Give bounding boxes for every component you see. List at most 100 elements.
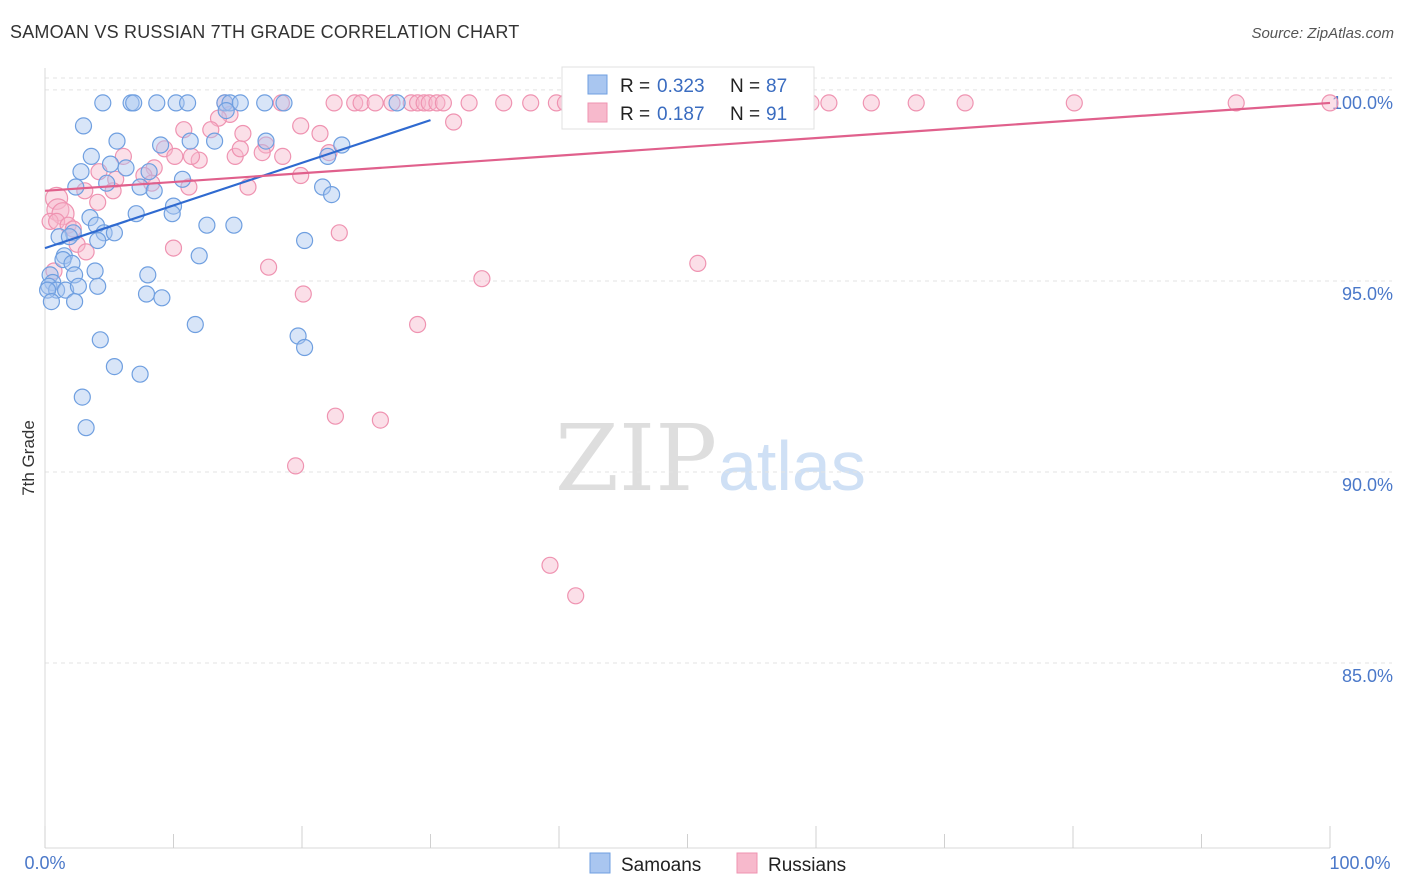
samoans-point-59 bbox=[69, 277, 88, 295]
russians-point-14 bbox=[495, 94, 513, 112]
samoans-point-48 bbox=[190, 247, 208, 265]
samoans-point-64 bbox=[137, 285, 156, 303]
samoans-point-32 bbox=[323, 186, 341, 204]
watermark-zip: ZIP bbox=[555, 405, 717, 512]
russians-point-41 bbox=[311, 124, 329, 143]
samoans-point-62 bbox=[42, 293, 61, 311]
watermark-atlas: atlas bbox=[718, 427, 866, 505]
russians-point-28 bbox=[862, 94, 880, 112]
russians-point-76 bbox=[260, 258, 278, 276]
samoans-point-50 bbox=[54, 251, 72, 269]
source-label: Source: ZipAtlas.com bbox=[1251, 25, 1394, 42]
samoans-point-72 bbox=[73, 388, 91, 406]
samoans-point-73 bbox=[77, 419, 95, 437]
russians-point-84 bbox=[541, 556, 559, 574]
russians-points bbox=[41, 94, 1339, 605]
samoans-point-24 bbox=[101, 155, 120, 173]
russians-point-82 bbox=[371, 411, 389, 429]
russians-trend-line bbox=[44, 101, 1331, 192]
legend-swatch-samoans bbox=[587, 74, 608, 95]
russians-point-78 bbox=[473, 270, 491, 288]
russians-point-36 bbox=[445, 113, 463, 131]
samoans-point-16 bbox=[181, 132, 199, 150]
samoans-point-37 bbox=[198, 216, 216, 234]
russians-point-13 bbox=[460, 94, 478, 112]
x-ticks bbox=[44, 826, 1331, 848]
samoans-point-18 bbox=[257, 132, 275, 150]
bottom-legend-swatch-samoans bbox=[589, 852, 611, 874]
samoans-trend-line bbox=[44, 119, 431, 250]
y-axis-title: 7th Grade bbox=[19, 420, 38, 496]
samoans-point-5 bbox=[179, 94, 197, 112]
y-tick-label-90: 90.0% bbox=[1342, 475, 1393, 495]
samoans-point-70 bbox=[105, 358, 124, 376]
top-legend: R = 0.323 N = 87 R = 0.187 N = 91 bbox=[561, 66, 815, 130]
russians-point-12 bbox=[434, 94, 452, 112]
y-tick-label-95: 95.0% bbox=[1342, 284, 1393, 304]
samoans-point-0 bbox=[94, 94, 112, 112]
x-tick-label-max: 100.0% bbox=[1329, 853, 1390, 873]
samoans-point-20 bbox=[82, 147, 100, 165]
russians-point-79 bbox=[689, 254, 707, 272]
russians-point-54 bbox=[292, 166, 310, 185]
samoans-point-8 bbox=[231, 94, 249, 112]
russians-point-67 bbox=[41, 212, 59, 230]
samoans-point-63 bbox=[65, 293, 84, 311]
samoans-point-2 bbox=[125, 94, 143, 112]
russians-point-4 bbox=[352, 94, 370, 112]
samoans-point-58 bbox=[56, 281, 75, 299]
samoans-point-29 bbox=[145, 182, 163, 200]
samoans-point-17 bbox=[206, 132, 224, 150]
russians-point-51 bbox=[166, 147, 184, 165]
russians-point-52 bbox=[231, 140, 249, 158]
legend-r-label-russians: R = bbox=[620, 104, 650, 125]
russians-point-74 bbox=[164, 239, 183, 257]
russians-point-83 bbox=[287, 457, 305, 475]
legend-r-value-samoans: 0.323 bbox=[657, 76, 705, 97]
bottom-legend-label-russians: Russians bbox=[768, 855, 846, 876]
russians-point-29 bbox=[907, 94, 925, 112]
bottom-legend-swatch-russians bbox=[736, 852, 758, 874]
samoans-point-38 bbox=[225, 216, 243, 234]
russians-point-81 bbox=[326, 407, 344, 425]
bottom-legend: Samoans Russians bbox=[589, 852, 846, 876]
russians-point-31 bbox=[1065, 94, 1083, 112]
russians-point-37 bbox=[292, 117, 310, 135]
russians-point-15 bbox=[522, 94, 540, 112]
samoans-point-14 bbox=[108, 132, 126, 150]
russians-point-85 bbox=[567, 587, 585, 605]
samoans-point-69 bbox=[296, 338, 314, 357]
samoans-point-67 bbox=[91, 331, 109, 349]
samoans-point-13 bbox=[74, 117, 93, 135]
samoans-point-25 bbox=[72, 163, 90, 181]
y-tick-label-100: 100.0% bbox=[1332, 93, 1393, 113]
russians-point-6 bbox=[383, 94, 401, 112]
legend-n-value-russians: 91 bbox=[766, 104, 787, 125]
samoans-point-28 bbox=[131, 178, 149, 196]
samoans-point-45 bbox=[89, 231, 107, 250]
samoans-point-9 bbox=[256, 94, 274, 112]
russians-point-30 bbox=[956, 94, 974, 112]
legend-r-value-russians: 0.187 bbox=[657, 104, 705, 125]
samoans-point-10 bbox=[275, 94, 293, 112]
samoans-point-23 bbox=[173, 170, 192, 188]
watermark: ZIP atlas bbox=[555, 405, 866, 512]
russians-point-27 bbox=[820, 94, 838, 112]
russians-point-2 bbox=[325, 94, 343, 112]
y-tick-labels: 85.0% 90.0% 95.0% 100.0% bbox=[1332, 93, 1393, 686]
russians-point-7 bbox=[402, 94, 420, 112]
russians-point-32 bbox=[1227, 94, 1245, 112]
samoans-point-46 bbox=[296, 231, 314, 250]
russians-point-11 bbox=[428, 94, 446, 112]
samoans-point-21 bbox=[117, 159, 135, 177]
samoans-point-60 bbox=[89, 277, 107, 295]
samoans-point-65 bbox=[153, 289, 171, 307]
samoans-point-11 bbox=[388, 94, 406, 112]
russians-point-45 bbox=[274, 147, 292, 165]
legend-swatch-russians bbox=[587, 102, 608, 123]
russians-point-40 bbox=[234, 124, 252, 143]
samoans-point-34 bbox=[127, 205, 145, 223]
russians-point-9 bbox=[415, 94, 433, 112]
samoans-point-71 bbox=[131, 365, 149, 383]
y-tick-label-85: 85.0% bbox=[1342, 666, 1393, 686]
